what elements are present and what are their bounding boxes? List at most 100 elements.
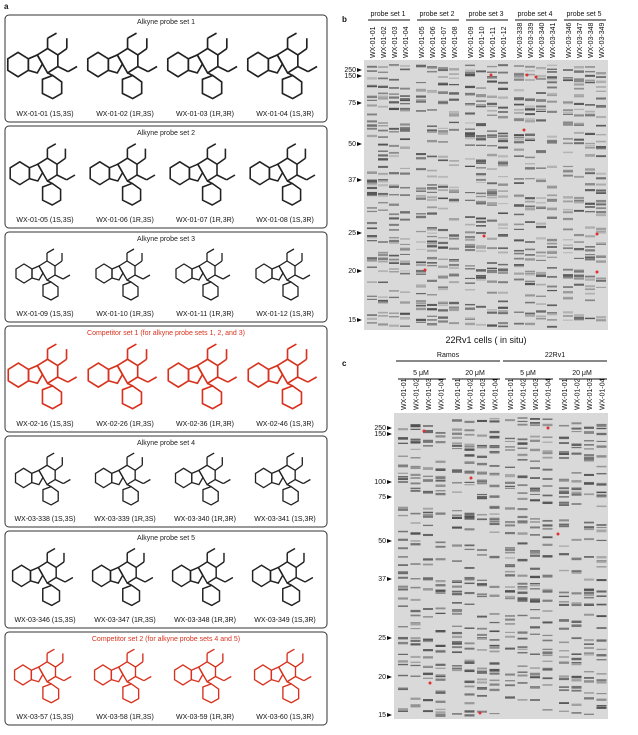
gel-band: [514, 78, 524, 81]
structure: [255, 248, 311, 301]
gel-band: [464, 517, 475, 520]
gel-band: [464, 567, 475, 569]
gel-band: [563, 102, 573, 105]
group-label: probe set 2: [419, 11, 454, 18]
gel-band: [536, 315, 546, 318]
gel-band: [574, 209, 584, 212]
gel-band: [427, 235, 437, 238]
gel-band: [585, 104, 595, 106]
gel-band: [505, 487, 515, 489]
gel-band: [547, 135, 557, 138]
marker-arrow: [387, 426, 392, 430]
gel-band: [416, 285, 426, 288]
marker-arrow: [387, 480, 392, 484]
gel-band: [427, 71, 437, 73]
gel-band: [410, 643, 421, 646]
gel-band: [477, 584, 487, 586]
gel-band: [465, 235, 475, 239]
gel-band: [536, 92, 546, 94]
gel-band: [487, 102, 497, 105]
gel-band: [498, 115, 508, 119]
gel-band: [438, 155, 448, 158]
gel-band: [476, 87, 486, 89]
gel-band: [559, 496, 569, 498]
gel-band: [596, 455, 607, 458]
gel-band: [505, 565, 515, 568]
gel-band: [476, 100, 486, 102]
gel-band: [559, 479, 569, 481]
gel-band: [574, 131, 584, 134]
gel-band: [505, 466, 515, 468]
gel-band: [367, 221, 377, 225]
gel-band: [435, 667, 446, 669]
gel-band: [571, 446, 582, 449]
gel-band: [416, 321, 426, 323]
gel-band: [378, 154, 388, 157]
gel-band: [427, 322, 437, 326]
gel-band: [389, 237, 399, 239]
gel-band: [476, 245, 486, 248]
gel-band: [435, 675, 446, 678]
gel-band: [378, 71, 388, 74]
marker-arrow: [387, 636, 392, 640]
gel-band: [435, 546, 446, 549]
gel-band: [423, 439, 433, 442]
gel-band: [464, 548, 475, 551]
gel-band: [398, 641, 408, 645]
gel-band: [489, 672, 500, 675]
gel-band: [498, 251, 508, 254]
gel-band: [400, 270, 410, 272]
gel-band: [435, 607, 446, 610]
gel-band: [547, 76, 557, 79]
gel-band: [585, 110, 595, 113]
gel-band: [367, 281, 377, 283]
gel-band: [571, 443, 582, 446]
gel-band: [517, 651, 528, 654]
gel-band: [514, 272, 524, 275]
gel-band: [563, 228, 573, 230]
gel-band: [400, 107, 410, 110]
gel-band: [547, 319, 557, 321]
gel-band: [476, 179, 486, 181]
gel-band: [517, 574, 528, 577]
gel-band: [438, 132, 448, 135]
gel-band: [559, 656, 569, 658]
gel-band: [487, 311, 497, 314]
gel-band: [596, 90, 606, 92]
gel-band: [542, 677, 553, 680]
gel-band: [427, 188, 437, 191]
gel-band: [449, 83, 459, 86]
gel-band: [476, 278, 486, 281]
gel-band: [536, 201, 546, 204]
gel-band: [530, 499, 540, 502]
gel-band: [530, 675, 540, 678]
gel-band: [514, 204, 524, 207]
gel-band: [378, 315, 388, 317]
gel-band: [505, 684, 515, 687]
gel-band: [514, 195, 524, 198]
gel-band: [435, 431, 446, 434]
gel-band: [423, 672, 433, 676]
marker-label: 15: [348, 317, 356, 324]
gel-band: [398, 687, 408, 691]
compound-label: WX-02-46 (1S,3R): [256, 421, 314, 428]
gel-band: [585, 278, 595, 281]
gel-band: [435, 589, 446, 592]
highlight-dot: [525, 73, 529, 77]
gel-band: [410, 489, 421, 492]
gel-band: [389, 101, 399, 104]
gel-band: [596, 316, 606, 319]
gel-band: [452, 592, 462, 594]
gel-band: [427, 228, 437, 231]
gel-band: [559, 619, 569, 622]
gel-band: [596, 207, 606, 210]
gel-band: [476, 217, 486, 220]
gel-band: [489, 669, 500, 672]
gel-band: [517, 591, 528, 594]
gel-band: [416, 213, 426, 215]
gel-band: [410, 424, 421, 426]
gel-band: [435, 479, 446, 482]
gel-band: [427, 279, 437, 282]
gel-band: [596, 148, 606, 150]
gel-band: [487, 291, 497, 294]
